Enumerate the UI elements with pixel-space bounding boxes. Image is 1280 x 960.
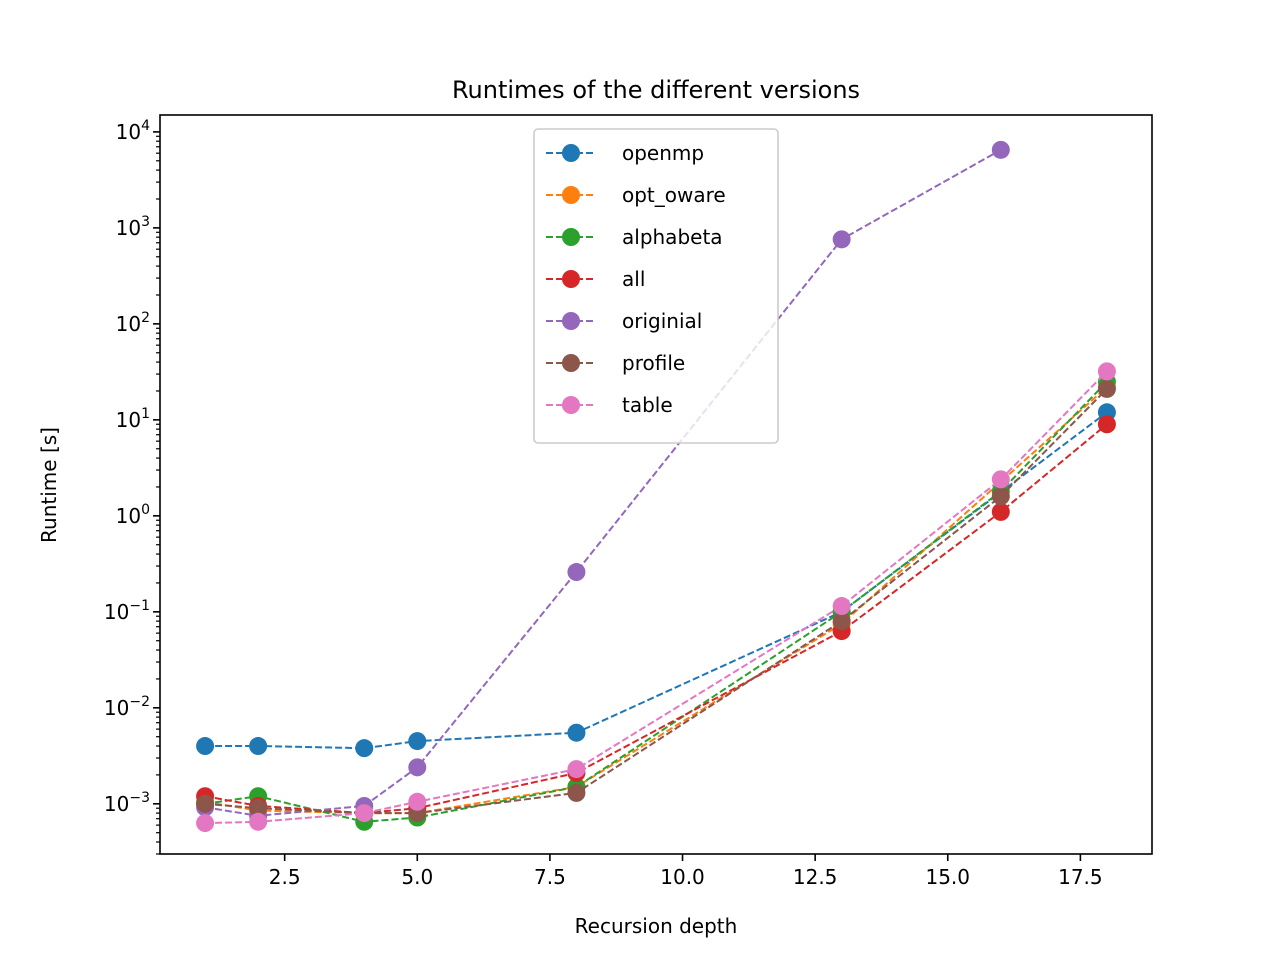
series-layer — [196, 140, 1116, 833]
data-point — [1097, 415, 1116, 434]
data-point — [991, 487, 1010, 506]
data-point — [196, 794, 215, 813]
x-tick-label: 12.5 — [793, 865, 838, 889]
legend-item-openmp: openmp — [546, 141, 704, 165]
y-tick-label: 102 — [116, 310, 150, 336]
legend-label: openmp — [622, 141, 704, 165]
data-point — [567, 723, 586, 742]
x-tick-label: 10.0 — [660, 865, 705, 889]
x-tick-label: 7.5 — [534, 865, 566, 889]
data-point — [408, 758, 427, 777]
legend-marker — [562, 270, 580, 288]
data-point — [249, 737, 268, 756]
data-point — [408, 792, 427, 811]
legend-marker — [562, 228, 580, 246]
legend-label: all — [622, 267, 645, 291]
axes-layer: 2.5 5.0 7.5 10.0 12.5 15.0 17.5 10−3 10−2 10−1 100… — [104, 118, 1103, 889]
series-table — [196, 362, 1116, 833]
y-tick-label: 101 — [116, 406, 150, 432]
data-point — [832, 597, 851, 616]
legend-marker — [562, 144, 580, 162]
data-point — [991, 140, 1010, 159]
y-tick-label: 100 — [116, 502, 150, 528]
y-tick-label: 10−1 — [104, 598, 150, 624]
x-tick-label: 2.5 — [269, 865, 301, 889]
legend-item-table: table — [546, 393, 673, 417]
y-tick-label: 104 — [116, 118, 150, 144]
data-point — [832, 612, 851, 631]
x-tick-label: 5.0 — [401, 865, 433, 889]
series-line — [205, 388, 1108, 815]
legend-item-alphabeta: alphabeta — [546, 225, 723, 249]
plot-area-frame — [159, 114, 1153, 855]
legend-label: profile — [622, 351, 685, 375]
data-point — [196, 737, 215, 756]
x-tick-label: 15.0 — [925, 865, 970, 889]
data-point — [1097, 379, 1116, 398]
legend-item-profile: profile — [546, 351, 685, 375]
legend-marker — [562, 354, 580, 372]
legend-label: table — [622, 393, 673, 417]
data-point — [991, 502, 1010, 521]
chart-title: Runtimes of the different versions — [452, 76, 860, 104]
data-point — [408, 732, 427, 751]
legend-label: originial — [622, 309, 702, 333]
x-axis-title: Recursion depth — [575, 914, 738, 938]
legend-marker — [562, 396, 580, 414]
data-point — [991, 470, 1010, 489]
data-point — [196, 814, 215, 833]
y-tick-label: 10−3 — [104, 790, 150, 816]
legend-marker — [562, 186, 580, 204]
series-line — [205, 370, 1108, 825]
legend-label: opt_oware — [622, 183, 726, 207]
data-point — [832, 230, 851, 249]
series-line — [204, 423, 1108, 815]
legend-frame — [533, 128, 779, 444]
x-tick-label: 17.5 — [1058, 865, 1103, 889]
legend-marker — [562, 312, 580, 330]
data-point — [249, 812, 268, 831]
y-tick-label: 103 — [116, 214, 150, 240]
data-point — [249, 799, 268, 818]
data-point — [1097, 362, 1116, 381]
data-point — [567, 563, 586, 582]
legend-label: alphabeta — [622, 225, 723, 249]
data-point — [567, 783, 586, 802]
y-axis-title: Runtime [s] — [37, 427, 61, 543]
legend-item-opt_oware: opt_oware — [546, 183, 726, 207]
legend-item-originial: originial — [546, 309, 702, 333]
y-tick-label: 10−2 — [104, 694, 150, 720]
data-point — [567, 760, 586, 779]
data-point — [355, 804, 374, 823]
data-point — [355, 739, 374, 758]
legend-item-all: all — [546, 267, 645, 291]
legend: openmp opt_oware alphabeta all originial prof… — [533, 128, 779, 444]
